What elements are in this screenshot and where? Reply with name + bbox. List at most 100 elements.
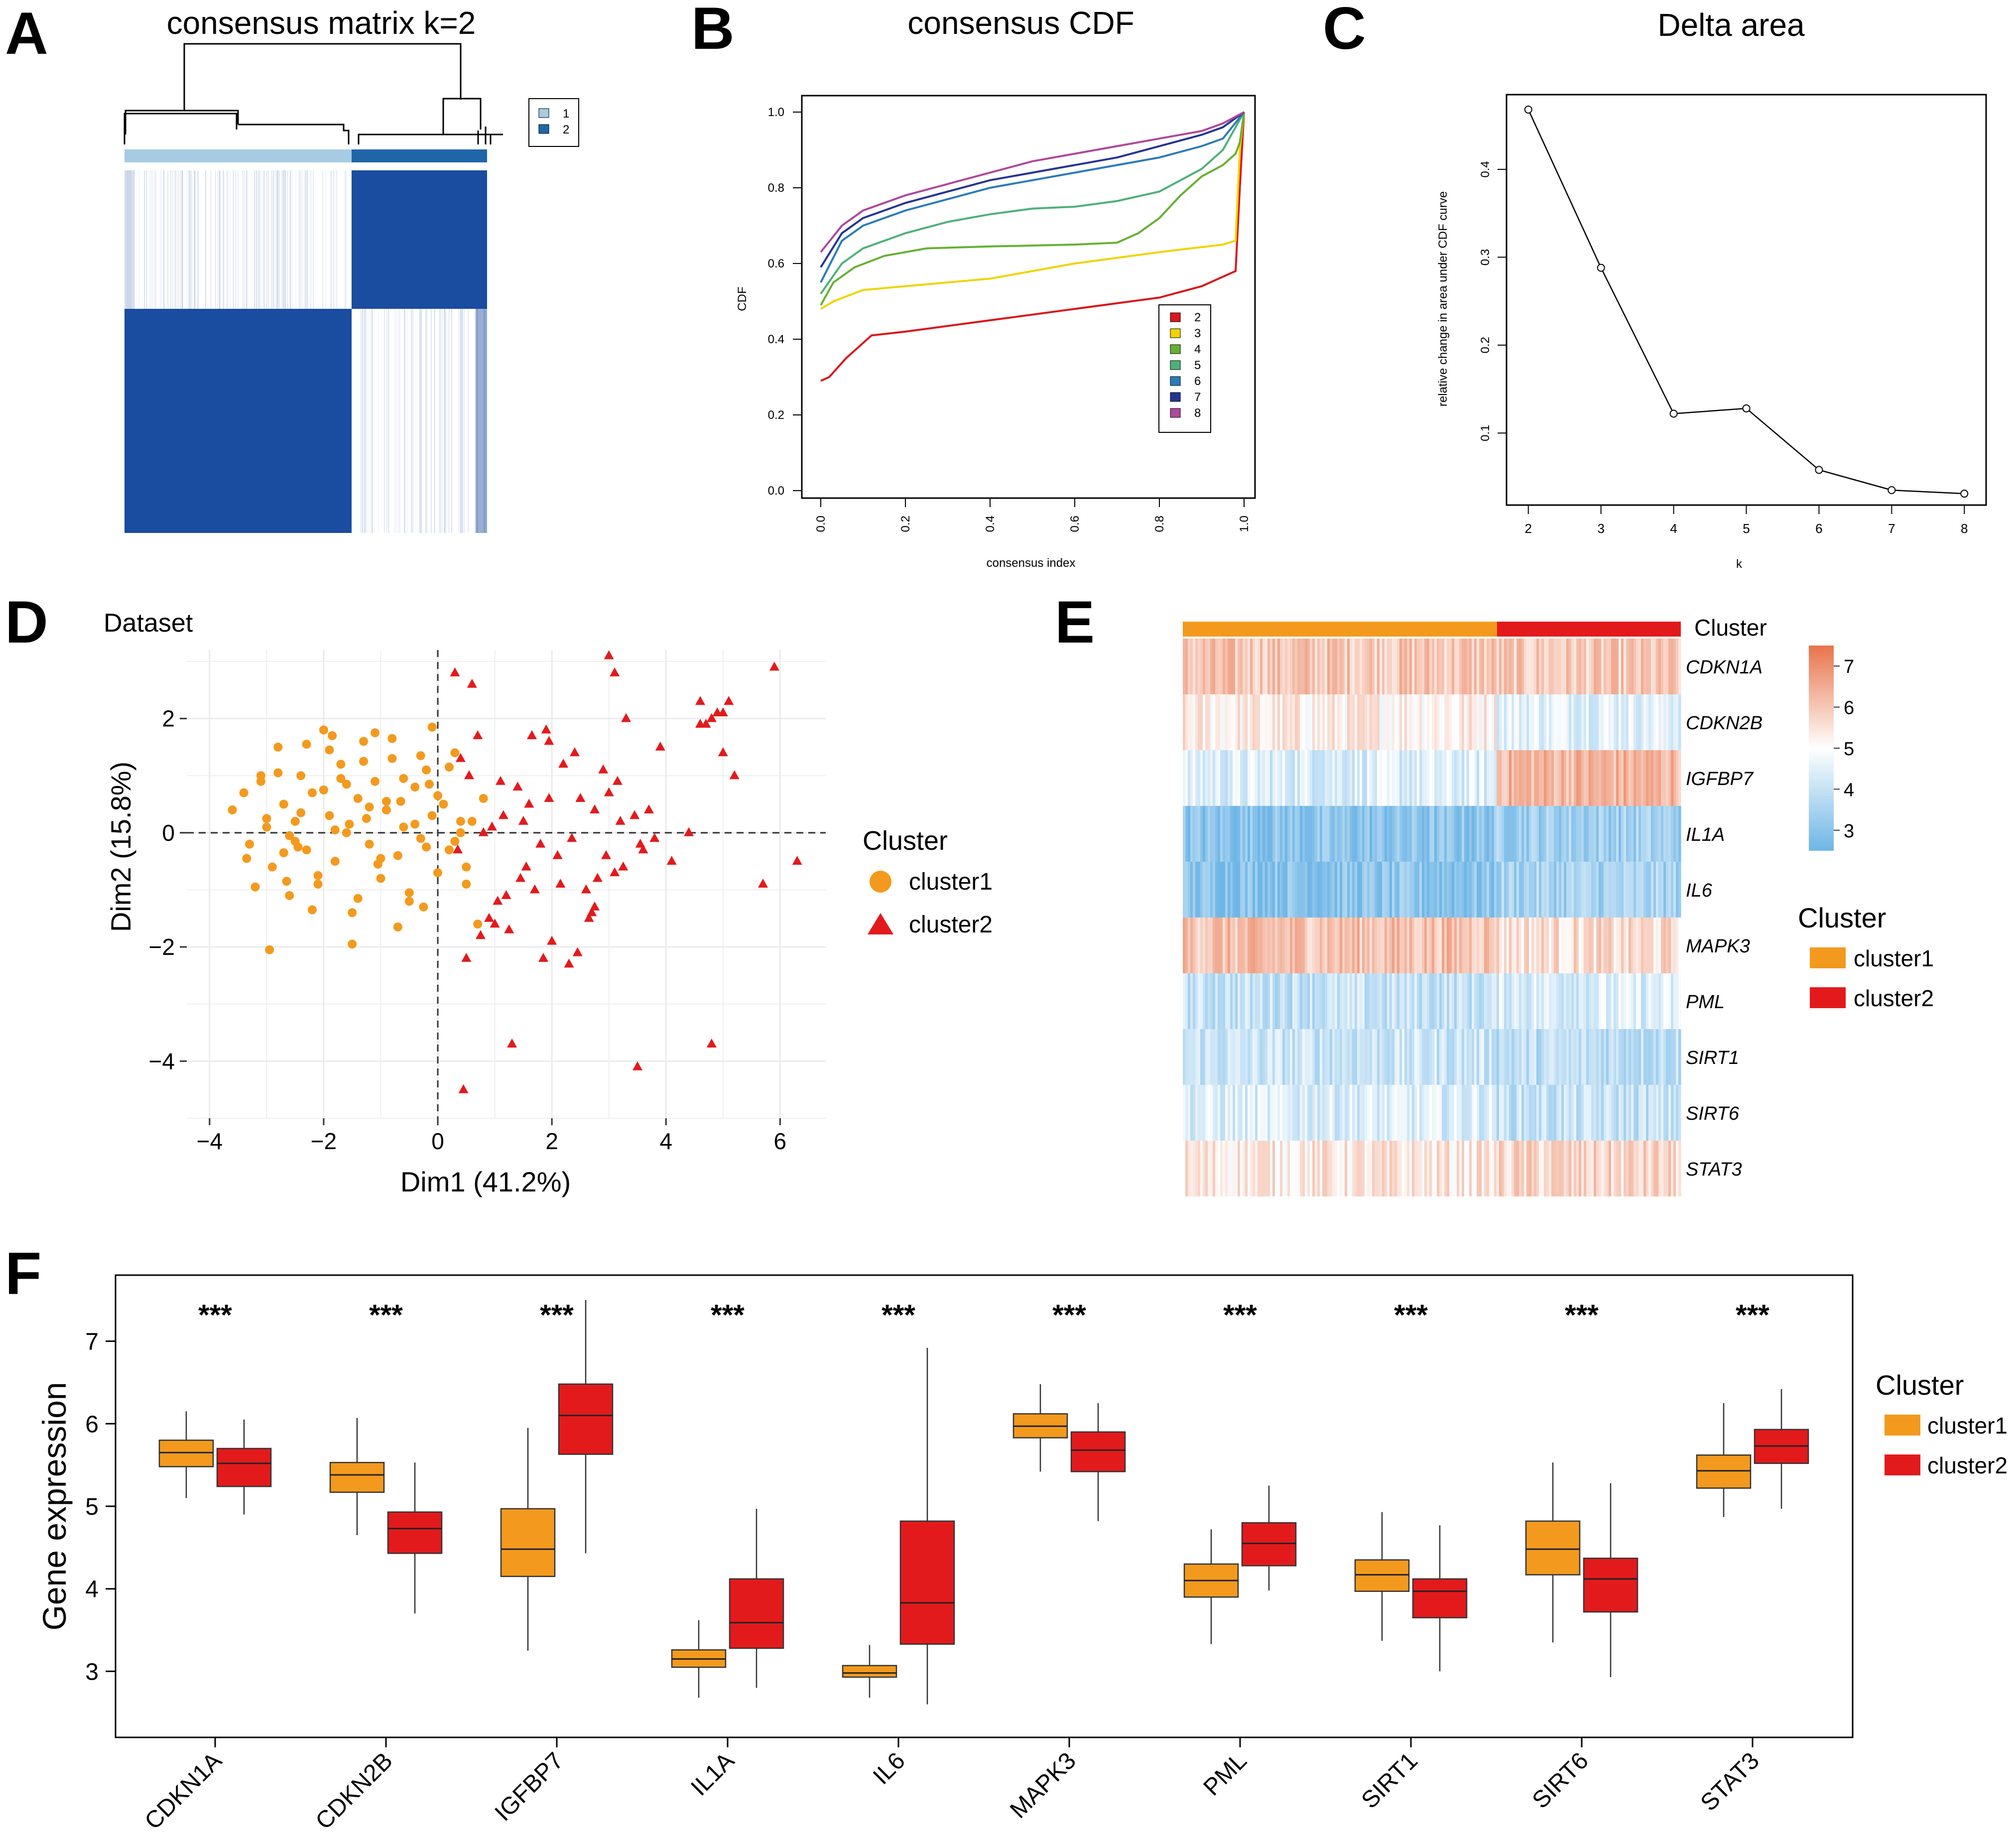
panel-e-cell (1190, 1141, 1193, 1196)
panel-d-legend-marker-cluster2 (868, 913, 893, 934)
panel-e-cell (1561, 806, 1564, 862)
panel-a-annotation-cluster2 (352, 149, 487, 162)
panel-e-cell (1327, 639, 1330, 694)
panel-e-cell (1653, 639, 1656, 694)
panel-a-noise-line (302, 170, 303, 309)
panel-e-cell (1519, 1029, 1522, 1085)
panel-e-cell (1228, 694, 1231, 750)
panel-e-cell (1230, 694, 1233, 750)
panel-e-cell (1225, 1085, 1228, 1141)
panel-e-cell (1492, 918, 1495, 973)
panel-e-cell (1556, 918, 1559, 973)
panel-e-cell (1275, 694, 1278, 750)
panel-e-cell (1531, 750, 1534, 806)
panel-e-cell (1385, 973, 1387, 1029)
panel-e-cell (1387, 806, 1390, 862)
panel-e-cell (1409, 694, 1412, 750)
panel-e-cell (1253, 1141, 1256, 1196)
panel-e-cell (1245, 639, 1248, 694)
panel-e-cell (1442, 1085, 1445, 1141)
panel-f-ytick-label: 4 (85, 1576, 99, 1603)
panel-e-cell (1200, 1085, 1203, 1141)
panel-e-cell (1213, 1029, 1216, 1085)
panel-e-cell (1220, 639, 1223, 694)
panel-e-cell (1282, 750, 1285, 806)
panel-e-cell (1516, 806, 1519, 862)
panel-e-cell (1407, 694, 1410, 750)
panel-e-cell (1653, 1029, 1656, 1085)
panel-e-cell (1497, 973, 1500, 1029)
panel-e-cell (1337, 806, 1340, 862)
panel-e-cell (1634, 750, 1637, 806)
panel-d-point-cluster2 (493, 896, 503, 905)
panel-e-cell (1240, 750, 1243, 806)
panel-e-cell (1449, 639, 1452, 694)
panel-e-cell (1586, 750, 1589, 806)
panel-e-cell (1312, 1141, 1315, 1196)
panel-e-cell (1195, 1029, 1198, 1085)
panel-e-cell (1469, 973, 1472, 1029)
panel-e-cell (1267, 806, 1270, 862)
panel-d-point-cluster1 (296, 771, 306, 781)
panel-d-point-cluster2 (476, 930, 486, 939)
panel-e-cell (1250, 694, 1253, 750)
panel-e-cell (1571, 1141, 1574, 1196)
panel-e-cell (1477, 1085, 1480, 1141)
panel-e-cell (1292, 806, 1295, 862)
panel-e-cell (1340, 862, 1343, 918)
panel-e-cell (1258, 1141, 1260, 1196)
panel-e-cell (1422, 1029, 1425, 1085)
panel-e-cell (1504, 639, 1507, 694)
panel-e-cell (1467, 1085, 1470, 1141)
panel-d: Dataset −4 −2 0 2 4 6−4−202 Dim1 (41.2%) Dim2… (104, 609, 993, 1197)
panel-d-point-cluster2 (610, 867, 620, 877)
panel-f-box-cluster1 (1696, 1454, 1752, 1489)
panel-e-cell (1606, 1029, 1609, 1085)
panel-e-cell (1601, 694, 1604, 750)
panel-e-cell (1638, 1029, 1641, 1085)
panel-a-noise-line (322, 170, 323, 309)
panel-e-cell (1255, 694, 1258, 750)
panel-e-cell (1482, 862, 1485, 918)
panel-e-cell (1502, 973, 1505, 1029)
panel-e-cell (1467, 750, 1470, 806)
panel-e-cell (1402, 973, 1405, 1029)
panel-e-cell (1335, 639, 1338, 694)
panel-d-point-cluster2 (592, 873, 603, 882)
panel-e-cell (1312, 806, 1315, 862)
panel-e-cell (1210, 1141, 1213, 1196)
panel-e-cell (1392, 918, 1395, 973)
panel-e-cell (1260, 1141, 1263, 1196)
panel-e-cell (1188, 750, 1191, 806)
panel-e-cell (1556, 862, 1559, 918)
panel-e-cell (1437, 750, 1440, 806)
panel-e-cell (1342, 973, 1345, 1029)
panel-e-cell (1442, 862, 1445, 918)
panel-e-cell (1322, 862, 1325, 918)
panel-e-cell (1429, 750, 1432, 806)
panel-e-cell (1591, 1085, 1594, 1141)
panel-a-noise-line (298, 170, 299, 309)
panel-e-cell (1492, 973, 1495, 1029)
panel-e-cell (1427, 806, 1430, 862)
panel-e-cell (1317, 694, 1320, 750)
panel-e-cell (1240, 639, 1243, 694)
panel-e-cell (1280, 639, 1283, 694)
panel-e-cell (1447, 806, 1450, 862)
panel-e-cell (1347, 918, 1350, 973)
panel-d-point-cluster1 (462, 862, 471, 872)
panel-e-cell (1541, 639, 1544, 694)
panel-e-cell (1253, 639, 1256, 694)
panel-e-cell (1253, 1029, 1256, 1085)
panel-d-point-cluster2 (544, 736, 554, 745)
panel-e-cell (1385, 1141, 1387, 1196)
panel-e-cell (1524, 694, 1527, 750)
panel-e-cell (1589, 750, 1592, 806)
panel-e-cell (1641, 918, 1644, 973)
panel-e-cell (1638, 750, 1641, 806)
panel-e-cell (1472, 1029, 1475, 1085)
panel-b-legend-box (1158, 304, 1211, 433)
panel-e-cell (1235, 918, 1238, 973)
panel-e-cell (1539, 1141, 1542, 1196)
panel-e-cell (1449, 918, 1452, 973)
